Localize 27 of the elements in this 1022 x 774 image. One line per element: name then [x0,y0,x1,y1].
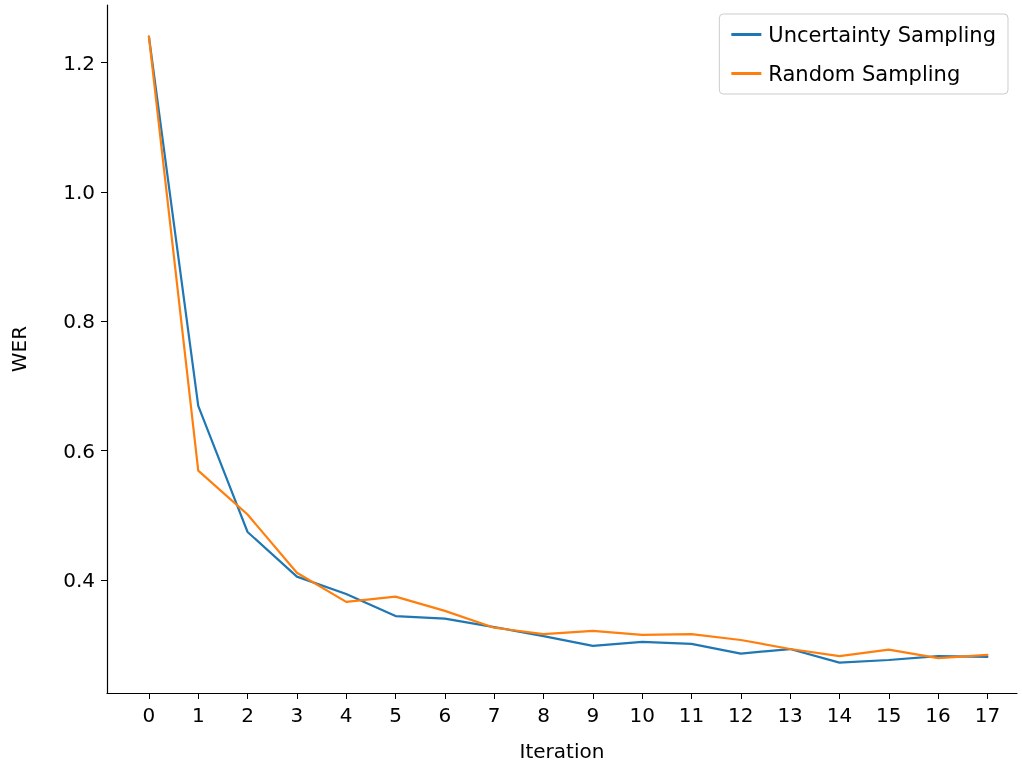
y-tick-label: 0.4 [63,567,95,592]
x-tick-label: 4 [339,703,353,727]
legend-label: Random Sampling [768,61,961,86]
x-tick-label: 6 [438,703,452,727]
y-tick-label: 0.8 [63,309,95,334]
x-tick-label: 1 [191,703,205,727]
x-tick-label: 16 [925,703,951,727]
x-axis-title: Iteration [519,739,605,763]
y-tick-label: 0.6 [63,438,95,463]
x-tick-label: 3 [290,703,304,727]
x-tick-label: 13 [777,703,803,727]
x-tick-label: 9 [586,703,600,727]
x-tick-label: 0 [142,703,156,727]
x-tick-label: 5 [389,703,402,727]
x-tick-label: 15 [876,703,902,727]
x-tick-label: 7 [487,703,501,727]
y-tick-label: 1.2 [63,50,95,75]
x-tick-label: 17 [974,703,1001,727]
y-tick-label: 1.0 [63,179,95,204]
x-tick-label: 10 [629,703,655,727]
x-tick-label: 11 [678,703,705,727]
x-tick-label: 2 [241,703,254,727]
x-tick-label: 12 [728,703,754,727]
x-tick-label: 8 [537,703,550,727]
x-tick-label: 14 [826,703,853,727]
y-axis-title: WER [7,325,31,373]
legend-label: Uncertainty Sampling [768,22,997,47]
